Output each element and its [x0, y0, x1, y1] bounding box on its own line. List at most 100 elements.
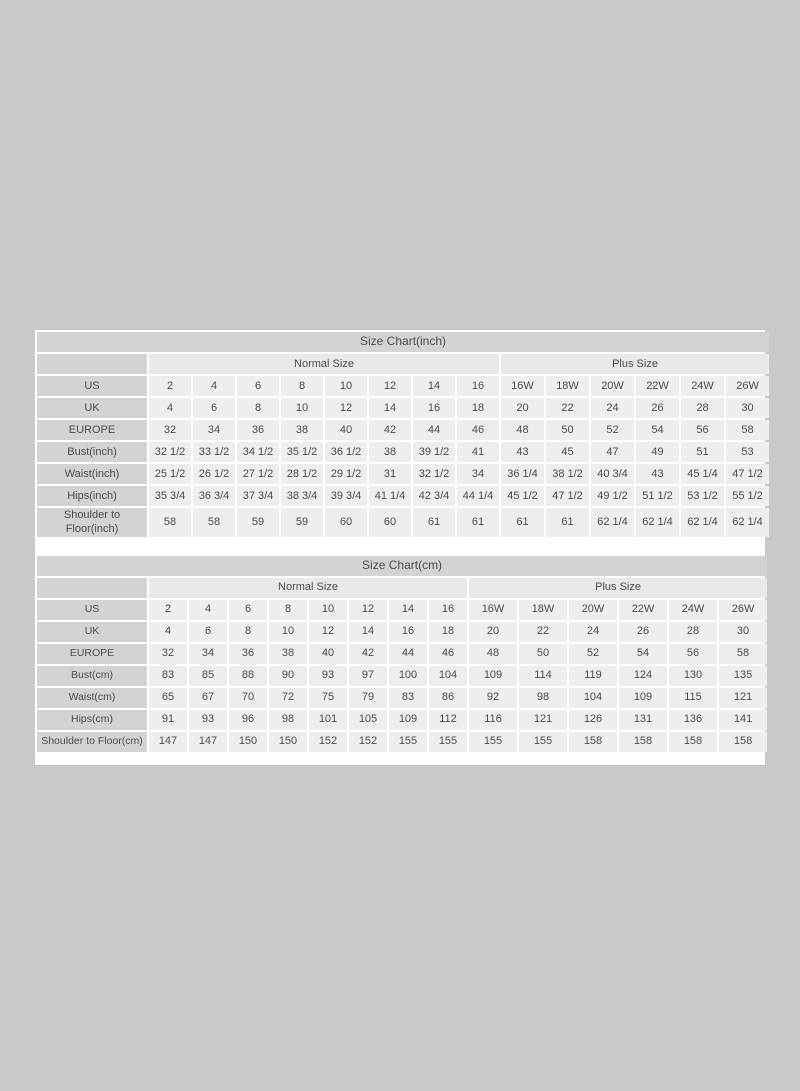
size-value-cell: 24 — [569, 621, 617, 642]
size-value-cell: 121 — [519, 709, 567, 730]
size-value-cell: 52 — [591, 420, 634, 440]
table-title: Size Chart(inch) — [37, 332, 770, 352]
size-value-cell: 100 — [389, 665, 427, 686]
size-value-cell: 32 1/2 — [413, 464, 455, 484]
size-value-cell: 72 — [269, 687, 307, 708]
size-value-cell: 62 1/4 — [636, 508, 679, 537]
size-value-cell: 32 — [149, 420, 191, 440]
section-header-row: Normal Size Plus Size — [37, 354, 770, 374]
size-value-cell: 115 — [669, 687, 717, 708]
size-value-cell: 83 — [149, 665, 187, 686]
size-chart-inch-table: Size Chart(inch) Normal Size Plus Size US 2 4… — [35, 330, 771, 539]
size-value-cell: 18 — [429, 621, 467, 642]
size-value-cell: 6 — [229, 599, 267, 620]
row-label: Hips(cm) — [37, 709, 147, 730]
row-label: Bust(cm) — [37, 665, 147, 686]
size-value-cell: 49 — [636, 442, 679, 462]
size-value-cell: 14 — [389, 599, 427, 620]
size-value-cell: 16 — [457, 376, 499, 396]
size-value-cell: 158 — [719, 731, 768, 752]
size-value-cell: 38 3/4 — [281, 486, 323, 506]
size-value-cell: 155 — [519, 731, 567, 752]
size-value-cell: 54 — [636, 420, 679, 440]
size-value-cell: 16 — [429, 599, 467, 620]
size-value-cell: 20W — [591, 376, 634, 396]
size-value-cell: 14 — [369, 398, 411, 418]
plus-size-header: Plus Size — [469, 577, 768, 598]
size-value-cell: 41 — [457, 442, 499, 462]
normal-size-header: Normal Size — [149, 577, 467, 598]
size-value-cell: 14 — [413, 376, 455, 396]
size-value-cell: 60 — [369, 508, 411, 537]
size-value-cell: 50 — [546, 420, 589, 440]
size-value-cell: 34 — [457, 464, 499, 484]
size-value-cell: 58 — [726, 420, 770, 440]
size-value-cell: 83 — [389, 687, 427, 708]
table-row: Hips(cm) 91 93 96 98 101 105 109 112 116 121 126 131… — [37, 709, 768, 730]
size-value-cell: 28 1/2 — [281, 464, 323, 484]
size-value-cell: 34 — [189, 643, 227, 664]
row-label: US — [37, 376, 147, 396]
size-value-cell: 93 — [189, 709, 227, 730]
table-row: Waist(cm) 65 67 70 72 75 79 83 86 92 98 104 109 115 12… — [37, 687, 768, 708]
corner-cell — [37, 577, 147, 598]
size-value-cell: 8 — [237, 398, 279, 418]
size-value-cell: 35 1/2 — [281, 442, 323, 462]
size-value-cell: 10 — [269, 621, 307, 642]
size-value-cell: 141 — [719, 709, 768, 730]
size-value-cell: 42 — [349, 643, 387, 664]
plus-size-header: Plus Size — [501, 354, 770, 374]
size-value-cell: 45 — [546, 442, 589, 462]
size-value-cell: 20 — [469, 621, 517, 642]
table-title: Size Chart(cm) — [37, 555, 768, 576]
size-value-cell: 6 — [193, 398, 235, 418]
size-value-cell: 97 — [349, 665, 387, 686]
size-value-cell: 27 1/2 — [237, 464, 279, 484]
size-value-cell: 41 1/4 — [369, 486, 411, 506]
size-value-cell: 43 — [636, 464, 679, 484]
size-value-cell: 104 — [569, 687, 617, 708]
row-label: US — [37, 599, 147, 620]
size-value-cell: 12 — [325, 398, 367, 418]
size-value-cell: 38 1/2 — [546, 464, 589, 484]
size-value-cell: 75 — [309, 687, 347, 708]
size-value-cell: 46 — [429, 643, 467, 664]
table-row: US 2 4 6 8 10 12 14 16 16W 18W 20W 22W 24W 26W — [37, 599, 768, 620]
size-value-cell: 32 — [149, 643, 187, 664]
size-value-cell: 44 — [389, 643, 427, 664]
size-value-cell: 109 — [619, 687, 667, 708]
size-value-cell: 158 — [619, 731, 667, 752]
size-value-cell: 104 — [429, 665, 467, 686]
size-value-cell: 58 — [149, 508, 191, 537]
row-label: UK — [37, 621, 147, 642]
table-row: Bust(cm) 83 85 88 90 93 97 100 104 109 114 119 124 13… — [37, 665, 768, 686]
size-value-cell: 131 — [619, 709, 667, 730]
size-value-cell: 36 — [237, 420, 279, 440]
size-value-cell: 18 — [457, 398, 499, 418]
row-label: UK — [37, 398, 147, 418]
table-row: Hips(inch) 35 3/4 36 3/4 37 3/4 38 3/4 39 3/4… — [37, 486, 770, 506]
size-value-cell: 22 — [519, 621, 567, 642]
size-value-cell: 12 — [309, 621, 347, 642]
size-value-cell: 6 — [237, 376, 279, 396]
size-value-cell: 8 — [269, 599, 307, 620]
size-value-cell: 46 — [457, 420, 499, 440]
size-value-cell: 22W — [619, 599, 667, 620]
table-row: Waist(inch) 25 1/2 26 1/2 27 1/2 28 1/2 29 1/… — [37, 464, 770, 484]
size-value-cell: 158 — [669, 731, 717, 752]
table-row: EUROPE 32 34 36 38 40 42 44 46 48 50 52 54 56 58 — [37, 420, 770, 440]
row-label: Waist(inch) — [37, 464, 147, 484]
size-value-cell: 38 — [281, 420, 323, 440]
size-value-cell: 26W — [719, 599, 768, 620]
size-value-cell: 96 — [229, 709, 267, 730]
size-value-cell: 8 — [229, 621, 267, 642]
size-value-cell: 135 — [719, 665, 768, 686]
size-value-cell: 34 — [193, 420, 235, 440]
size-value-cell: 28 — [669, 621, 717, 642]
size-value-cell: 25 1/2 — [149, 464, 191, 484]
size-value-cell: 36 — [229, 643, 267, 664]
size-value-cell: 59 — [237, 508, 279, 537]
size-value-cell: 48 — [501, 420, 544, 440]
size-value-cell: 60 — [325, 508, 367, 537]
